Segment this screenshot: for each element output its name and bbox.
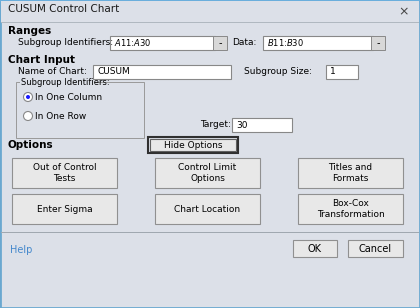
Text: -: -: [218, 38, 222, 48]
Text: 30: 30: [236, 120, 247, 129]
Text: Box-Cox
Transformation: Box-Cox Transformation: [317, 199, 384, 219]
Bar: [213, 36, 227, 50]
Text: In One Column: In One Column: [35, 93, 102, 102]
Text: OK: OK: [308, 244, 322, 253]
Bar: [110, 36, 215, 50]
Text: Data:: Data:: [232, 38, 256, 47]
Bar: [148, 137, 238, 153]
Text: Chart Input: Chart Input: [8, 55, 75, 65]
Bar: [0, 0, 420, 2]
Text: Titles and
Formats: Titles and Formats: [328, 163, 373, 183]
Bar: [20, 80, 94, 85]
Text: ×: ×: [399, 5, 409, 18]
Text: Hide Options: Hide Options: [164, 140, 222, 149]
Text: Chart Location: Chart Location: [174, 205, 241, 213]
Bar: [1, 1, 419, 23]
Text: Cancel: Cancel: [359, 244, 392, 253]
Bar: [16, 82, 144, 138]
Bar: [298, 194, 403, 224]
Text: Ranges: Ranges: [8, 26, 51, 36]
Bar: [263, 36, 373, 50]
Bar: [298, 158, 403, 188]
Circle shape: [24, 92, 32, 102]
Bar: [371, 36, 385, 50]
Text: Subgroup Size:: Subgroup Size:: [244, 67, 312, 76]
Text: Target:: Target:: [200, 120, 231, 129]
Bar: [155, 158, 260, 188]
Bar: [93, 65, 231, 79]
Circle shape: [24, 111, 32, 120]
Text: Name of Chart:: Name of Chart:: [18, 67, 87, 76]
Bar: [348, 240, 403, 257]
Text: Options: Options: [8, 140, 54, 150]
Text: Subgroup Identifiers:: Subgroup Identifiers:: [21, 78, 110, 87]
Bar: [155, 194, 260, 224]
Text: 1: 1: [330, 67, 336, 76]
Bar: [1, 232, 419, 233]
Circle shape: [26, 95, 30, 99]
Text: -: -: [376, 38, 380, 48]
Bar: [12, 158, 117, 188]
Text: Enter Sigma: Enter Sigma: [37, 205, 92, 213]
Bar: [232, 118, 292, 132]
Bar: [12, 194, 117, 224]
Bar: [1, 22, 419, 23]
Text: Out of Control
Tests: Out of Control Tests: [33, 163, 96, 183]
Text: Subgroup Identifiers:: Subgroup Identifiers:: [18, 38, 113, 47]
Text: $A$11:$A$30: $A$11:$A$30: [114, 38, 151, 48]
Text: CUSUM: CUSUM: [97, 67, 130, 76]
Text: Help: Help: [10, 245, 32, 255]
Text: Control Limit
Options: Control Limit Options: [178, 163, 236, 183]
Bar: [293, 240, 337, 257]
Bar: [326, 65, 358, 79]
Text: In One Row: In One Row: [35, 112, 86, 121]
Text: $B$11:$B$30: $B$11:$B$30: [267, 38, 304, 48]
Text: CUSUM Control Chart: CUSUM Control Chart: [8, 4, 119, 14]
Bar: [150, 139, 236, 151]
